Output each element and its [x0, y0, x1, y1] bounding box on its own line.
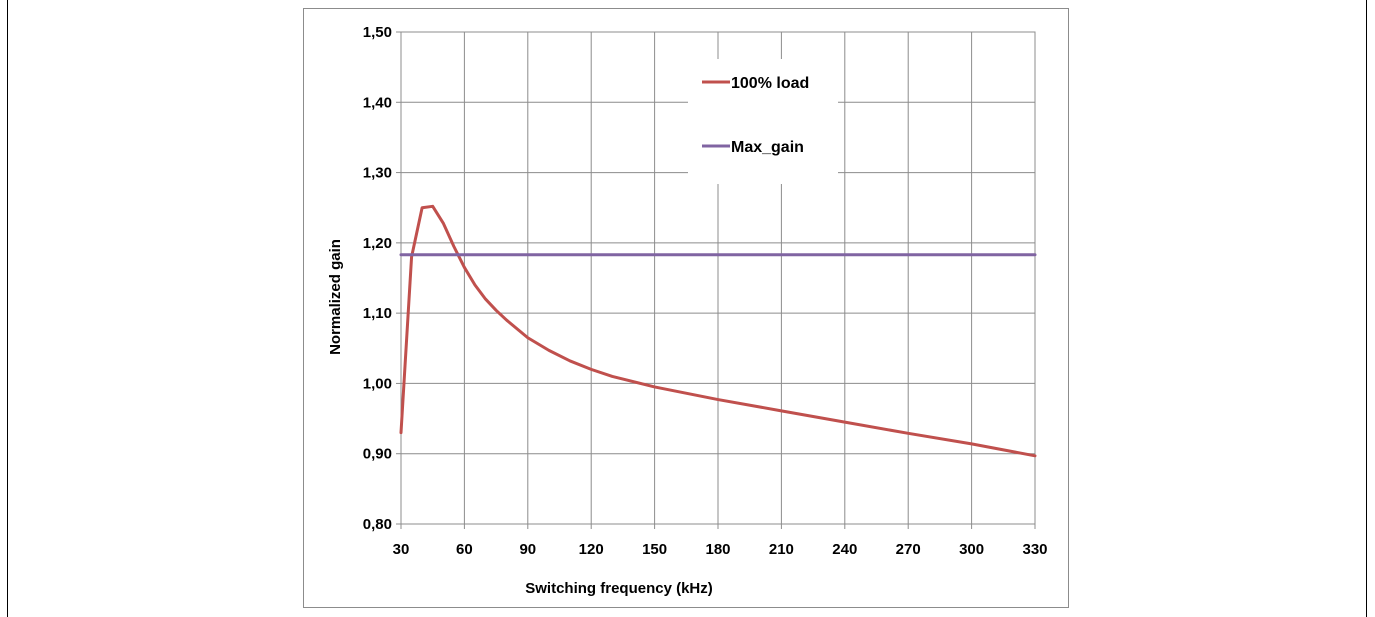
line-chart: 30 60 90 120 150 180 210 240 270 300 330 0,80 0,90 1,…: [327, 24, 1048, 597]
x-tick-label: 240: [832, 541, 857, 558]
y-tick-label: 0,90: [363, 446, 392, 463]
series-line-100-load: [399, 204, 1037, 458]
document-frame: [7, 0, 1367, 617]
y-tick-label: 1,50: [363, 24, 392, 41]
legend: 100% load Max_gain: [688, 59, 838, 184]
x-tick-label: 180: [705, 541, 730, 558]
x-tick-label: 150: [642, 541, 667, 558]
x-tick-label: 120: [579, 541, 604, 558]
y-tick-label: 1,00: [363, 375, 392, 392]
x-tick-label: 300: [959, 541, 984, 558]
y-tick-label: 1,30: [363, 165, 392, 182]
plot-area-border: [400, 31, 1036, 525]
y-axis-title: Normalized gain: [327, 239, 344, 355]
legend-label-max-gain: Max_gain: [731, 139, 804, 156]
y-tick-label: 1,40: [363, 94, 392, 111]
x-tick-label: 60: [456, 541, 473, 558]
x-axis-title: Switching frequency (kHz): [525, 580, 713, 597]
x-tick-label: 30: [393, 541, 410, 558]
x-tick-label: 90: [519, 541, 536, 558]
x-tick-label: 270: [896, 541, 921, 558]
y-tick-label: 1,20: [363, 235, 392, 252]
tick-labels: 30 60 90 120 150 180 210 240 270 300 330 0,80 0,90 1,…: [363, 24, 1048, 558]
series-lines: [399, 204, 1037, 458]
x-tick-label: 330: [1022, 541, 1047, 558]
legend-background: [688, 59, 838, 184]
chart-container: 30 60 90 120 150 180 210 240 270 300 330 0,80 0,90 1,…: [303, 8, 1069, 608]
legend-label-100-load: 100% load: [731, 75, 809, 92]
x-tick-label: 210: [769, 541, 794, 558]
y-tick-label: 0,80: [363, 516, 392, 533]
y-tick-label: 1,10: [363, 305, 392, 322]
